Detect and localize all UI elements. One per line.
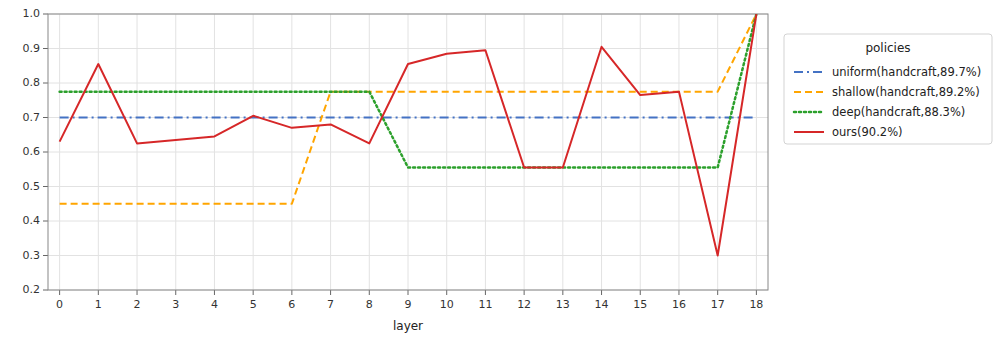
x-tick <box>756 290 757 295</box>
x-tick <box>175 290 176 295</box>
x-tick-label: 17 <box>711 298 725 311</box>
chart-container: 0.20.30.40.50.60.70.80.91.00123456789101… <box>0 0 1000 338</box>
y-tick-label: 0.5 <box>23 180 41 193</box>
chart-svg: 0.20.30.40.50.60.70.80.91.00123456789101… <box>0 0 1000 338</box>
x-tick-label: 2 <box>134 298 141 311</box>
x-grid-line <box>562 14 563 290</box>
x-tick-label: 16 <box>672 298 686 311</box>
y-tick <box>43 83 48 84</box>
y-tick-label: 0.2 <box>23 283 41 296</box>
axes: 0.20.30.40.50.60.70.80.91.00123456789101… <box>23 7 764 311</box>
x-axis-label: layer <box>393 319 423 333</box>
series-line <box>60 14 757 256</box>
y-tick <box>43 255 48 256</box>
x-tick-label: 13 <box>556 298 570 311</box>
x-grid-line <box>59 14 60 290</box>
x-tick-label: 1 <box>95 298 102 311</box>
x-tick-label: 0 <box>56 298 63 311</box>
x-tick <box>291 290 292 295</box>
x-tick <box>137 290 138 295</box>
x-tick-label: 18 <box>749 298 763 311</box>
y-tick-label: 0.9 <box>23 42 41 55</box>
y-tick <box>43 152 48 153</box>
x-tick-label: 8 <box>366 298 373 311</box>
legend-label: shallow(handcraft,89.2%) <box>832 85 980 99</box>
x-tick <box>562 290 563 295</box>
x-tick-label: 15 <box>633 298 647 311</box>
x-tick-label: 11 <box>478 298 492 311</box>
y-tick <box>43 14 48 15</box>
x-grid-line <box>369 14 370 290</box>
y-tick-label: 0.7 <box>23 111 41 124</box>
y-tick <box>43 117 48 118</box>
x-grid-line <box>678 14 679 290</box>
series-line <box>60 117 757 119</box>
x-tick <box>524 290 525 295</box>
x-tick <box>640 290 641 295</box>
x-grid-line <box>214 14 215 290</box>
legend: policies uniform(handcraft,89.7%) shallow(… <box>784 34 992 144</box>
x-tick-label: 7 <box>327 298 334 311</box>
x-tick-label: 14 <box>595 298 609 311</box>
legend-label: ours(90.2%) <box>832 125 903 139</box>
y-tick-label: 0.8 <box>23 76 41 89</box>
y-tick-label: 0.3 <box>23 249 41 262</box>
x-tick <box>253 290 254 295</box>
x-tick-label: 4 <box>211 298 218 311</box>
x-grid-line <box>330 14 331 290</box>
x-tick <box>601 290 602 295</box>
y-tick <box>43 221 48 222</box>
legend-box <box>784 34 992 144</box>
plot-frame <box>48 14 768 290</box>
y-tick-label: 0.4 <box>23 214 41 227</box>
x-grid-line <box>485 14 486 290</box>
x-tick <box>446 290 447 295</box>
x-tick-label: 12 <box>517 298 531 311</box>
x-tick-label: 6 <box>288 298 295 311</box>
x-tick <box>214 290 215 295</box>
x-tick <box>717 290 718 295</box>
legend-label: uniform(handcraft,89.7%) <box>832 65 981 79</box>
x-tick <box>98 290 99 295</box>
legend-swatch <box>794 111 824 114</box>
x-tick-label: 3 <box>172 298 179 311</box>
x-tick <box>408 290 409 295</box>
y-tick <box>43 290 48 291</box>
x-grid-line <box>524 14 525 290</box>
y-tick <box>43 186 48 187</box>
series-line <box>60 14 757 204</box>
legend-title: policies <box>865 41 910 55</box>
legend-swatch <box>794 131 824 133</box>
x-tick-label: 9 <box>405 298 412 311</box>
x-grid-line <box>253 14 254 290</box>
x-grid-line <box>175 14 176 290</box>
x-grid-line <box>98 14 99 290</box>
x-tick <box>369 290 370 295</box>
y-tick-label: 1.0 <box>23 7 41 20</box>
y-grid-line <box>48 117 768 118</box>
x-tick <box>330 290 331 295</box>
x-tick <box>59 290 60 295</box>
lines <box>60 14 757 256</box>
x-tick <box>485 290 486 295</box>
x-tick <box>678 290 679 295</box>
x-grid-line <box>446 14 447 290</box>
legend-swatch <box>794 71 824 73</box>
y-tick <box>43 48 48 49</box>
x-grid-line <box>601 14 602 290</box>
legend-swatch <box>794 91 824 93</box>
plot-area <box>48 14 768 290</box>
y-tick-label: 0.6 <box>23 145 41 158</box>
series-line <box>60 14 757 168</box>
x-grid-line <box>640 14 641 290</box>
legend-label: deep(handcraft,88.3%) <box>832 105 965 119</box>
x-tick-label: 5 <box>250 298 257 311</box>
x-tick-label: 10 <box>440 298 454 311</box>
x-grid-line <box>291 14 292 290</box>
x-grid-line <box>137 14 138 290</box>
x-grid-line <box>408 14 409 290</box>
grid <box>48 14 768 290</box>
x-grid-line <box>756 14 757 290</box>
